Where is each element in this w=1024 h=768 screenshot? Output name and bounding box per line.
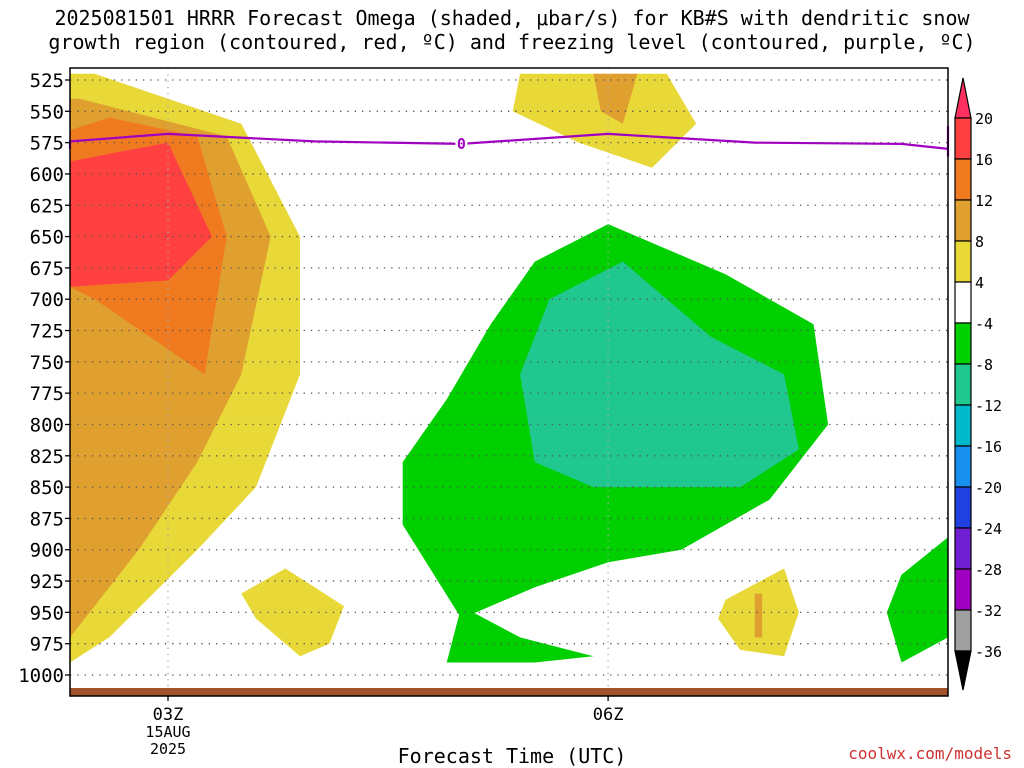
colorbar-label-0: 20 (975, 110, 993, 128)
y-tick-label-600: 600 (30, 164, 64, 186)
omega-region-16 (446, 606, 594, 663)
omega-region-7 (241, 568, 344, 657)
colorbar-label-5: -4 (975, 315, 993, 333)
y-tick-label-575: 575 (30, 133, 64, 155)
chart-title-line1: 2025081501 HRRR Forecast Omega (shaded, … (54, 6, 970, 30)
colorbar-label-3: 8 (975, 233, 984, 251)
colorbar-segment-2 (954, 199, 972, 242)
colorbar-label-13: -36 (975, 643, 1002, 661)
colorbar: 20 16 12 8 4 -4 -8 -12 -16 -20 -24 -28 -32 -36 (954, 77, 1002, 691)
y-tick-label-900: 900 (30, 540, 64, 562)
colorbar-segment-8 (954, 445, 972, 488)
y-tick-label-975: 975 (30, 634, 64, 656)
colorbar-segment-10 (954, 527, 972, 570)
colorbar-label-8: -16 (975, 438, 1002, 456)
y-tick-label-725: 725 (30, 321, 64, 343)
omega-region-5 (512, 73, 697, 168)
colorbar-segment-1 (954, 158, 972, 201)
credit-link[interactable]: coolwx.com/models (848, 744, 1012, 763)
y-tick-label-950: 950 (30, 602, 64, 624)
colorbar-segment-12 (954, 609, 972, 652)
x-tick-sublabel: 2025 (150, 740, 186, 758)
y-tick-label-550: 550 (30, 101, 64, 123)
y-tick-label-925: 925 (30, 571, 64, 593)
colorbar-segment-9 (954, 486, 972, 529)
y-tick-label-625: 625 (30, 195, 64, 217)
colorbar-segment-7 (954, 404, 972, 447)
chart-title: 2025081501 HRRR Forecast Omega (shaded, … (0, 6, 1024, 54)
y-tick-label-850: 850 (30, 477, 64, 499)
colorbar-label-9: -20 (975, 479, 1002, 497)
omega-region-6 (593, 73, 638, 124)
x-tick-label-03Z: 03Z (153, 705, 184, 725)
chart-axes: 525 550 575 600 625 650 675 700 725 750 775 800 825 8… (18, 67, 949, 758)
plot-frame (69, 67, 949, 697)
omega-shading (70, 73, 948, 663)
x-tick-label-06Z: 06Z (593, 705, 624, 725)
x-axis-label: Forecast Time (UTC) (397, 744, 627, 768)
colorbar-label-11: -28 (975, 561, 1002, 579)
omega-region-9 (754, 593, 763, 638)
freezing-level-label-bg (455, 135, 468, 152)
colorbar-segment-11 (954, 568, 972, 611)
colorbar-segment-6 (954, 363, 972, 406)
colorbar-segment-4 (954, 281, 972, 324)
y-tick-label-1000: 1000 (18, 665, 64, 687)
y-tick-label-675: 675 (30, 258, 64, 280)
x-tick-sublabel: 15AUG (145, 723, 190, 741)
colorbar-label-1: 16 (975, 151, 993, 169)
colorbar-segment-0 (954, 117, 972, 160)
colorbar-label-4: 4 (975, 274, 984, 292)
colorbar-label-7: -12 (975, 397, 1002, 415)
y-tick-label-875: 875 (30, 508, 64, 530)
y-tick-label-825: 825 (30, 446, 64, 468)
colorbar-label-2: 12 (975, 192, 993, 210)
y-tick-label-800: 800 (30, 414, 64, 436)
ground-strip (70, 688, 948, 696)
y-tick-label-700: 700 (30, 289, 64, 311)
y-tick-label-650: 650 (30, 227, 64, 249)
omega-region-17 (886, 468, 948, 663)
chart-title-line2: growth region (contoured, red, ºC) and f… (48, 30, 976, 54)
colorbar-segment-3 (954, 240, 972, 283)
colorbar-segment-5 (954, 322, 972, 365)
colorbar-label-10: -24 (975, 520, 1002, 538)
freezing-level-label-0: 0 (457, 135, 466, 153)
omega-region-3 (70, 142, 212, 287)
colorbar-top-arrow (954, 77, 972, 119)
omega-region-15 (520, 261, 799, 488)
ground-strip-fill (70, 688, 948, 696)
y-tick-label-775: 775 (30, 383, 64, 405)
colorbar-bottom-arrow (954, 650, 972, 691)
y-tick-label-525: 525 (30, 70, 64, 92)
y-tick-label-750: 750 (30, 352, 64, 374)
colorbar-label-6: -8 (975, 356, 993, 374)
grid-lines (70, 68, 948, 696)
colorbar-label-12: -32 (975, 602, 1002, 620)
